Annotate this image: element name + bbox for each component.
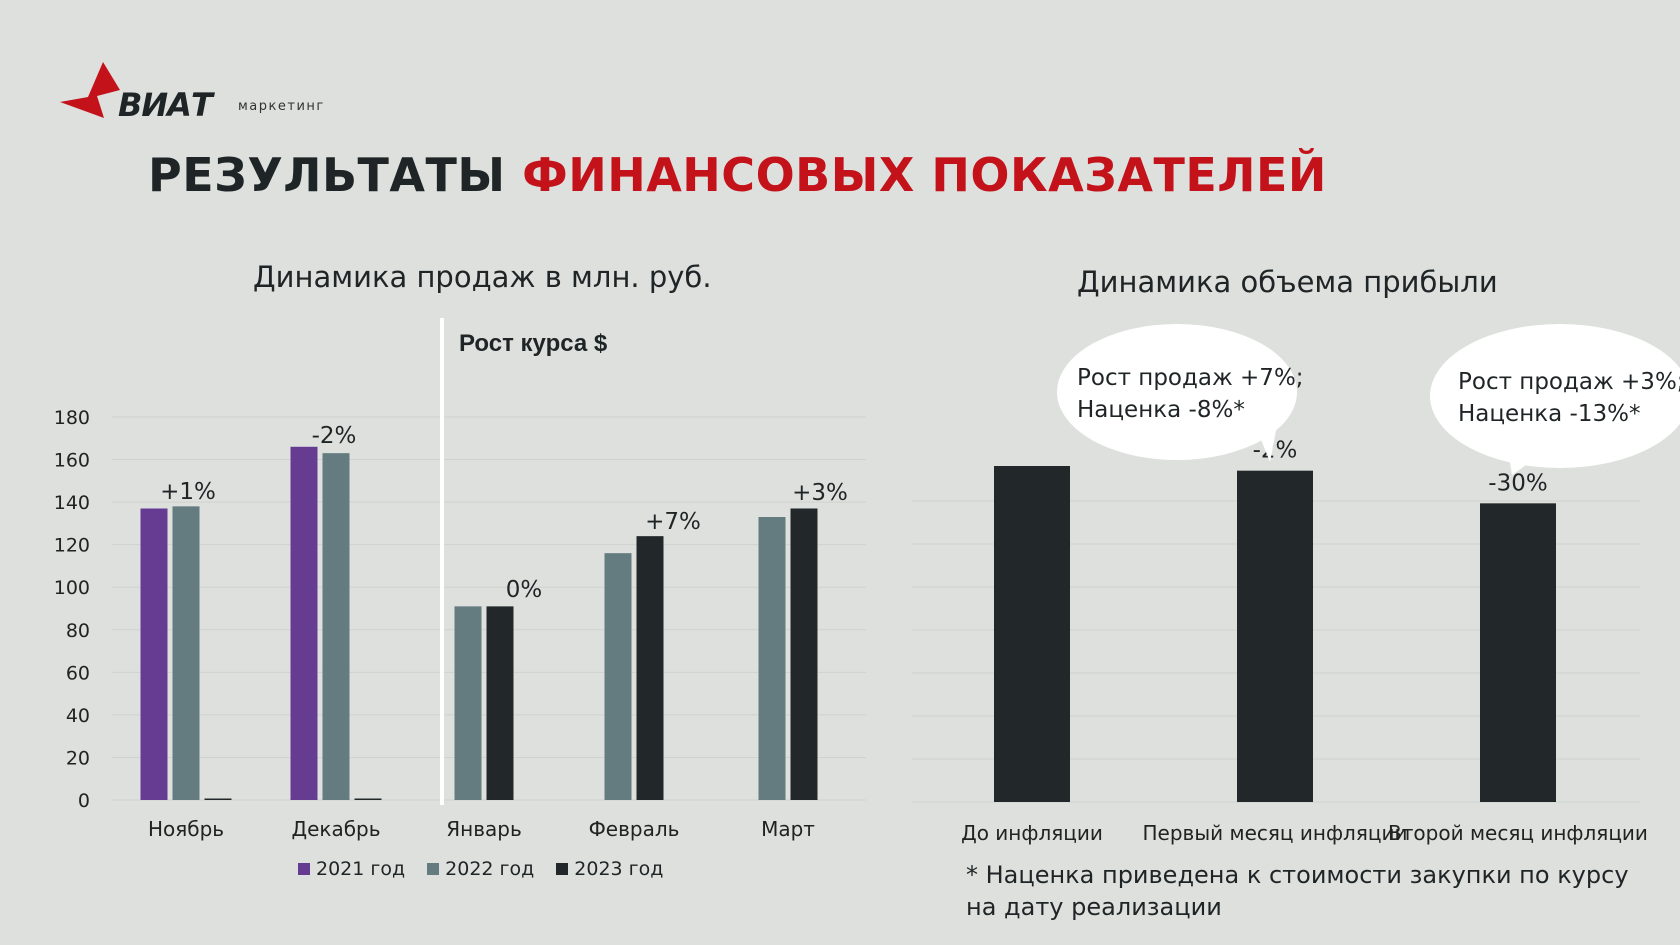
bar-2021-год-0 [140,508,168,800]
data-label: +3% [792,480,848,506]
y-tick-label: 60 [66,662,90,684]
legend-swatch [298,863,310,875]
page-title-part2: ФИНАНСОВЫХ ПОКАЗАТЕЛЕЙ [522,148,1327,202]
bar-2022-год-3 [604,553,632,800]
y-tick-label: 40 [66,705,90,727]
y-tick-label: 100 [54,577,90,599]
y-tick-label: 140 [54,492,90,514]
legend-label: 2023 год [574,858,664,880]
callout-2-line2: Наценка -13%* [1458,401,1641,427]
bar-2023-год-3 [636,536,664,800]
bar-2023-год-1 [354,798,382,800]
data-label: +7% [645,509,701,535]
page-title: РЕЗУЛЬТАТЫ ФИНАНСОВЫХ ПОКАЗАТЕЛЕЙ [148,148,1327,202]
y-tick-label: 120 [54,535,90,557]
legend-item-2022: 2022 год [427,858,534,880]
bar-2023-год-2 [486,606,514,800]
callout-1-line2: Наценка -8%* [1077,397,1245,423]
bar-2022-год-0 [172,506,200,800]
legend-label: 2022 год [445,858,535,880]
x-category-label: Второй месяц инфляции [1388,821,1648,845]
sales-chart-legend: 2021 год 2022 год 2023 год [298,858,663,880]
callout-2-line1: Рост продаж +3%; [1458,369,1680,395]
bar-2023-год-4 [790,508,818,800]
page-title-part1: РЕЗУЛЬТАТЫ [148,148,506,202]
data-label: 0% [506,577,543,603]
data-label: -2% [1253,438,1298,464]
bar-2021-год-1 [290,446,318,800]
data-label: +1% [160,479,216,505]
rate-growth-label: Рост курса $ [459,330,608,357]
x-category-label: Декабрь [291,817,380,841]
brand-name: ВИАТ [118,86,213,124]
x-category-label: Март [761,817,815,841]
bar-2023-год-0 [204,798,232,800]
bar-2022-год-4 [758,517,786,800]
y-tick-label: 20 [66,747,90,769]
callout-bubble-2-shape [1430,324,1680,468]
callout-bubble-1: Рост продаж +7%; Наценка -8%* [1077,362,1304,426]
y-tick-label: 80 [66,620,90,642]
profit-bar-2 [1480,503,1556,802]
legend-swatch [427,863,440,875]
footnote: * Наценка приведена к стоимости закупки … [966,861,1629,921]
y-tick-label: 180 [54,407,90,429]
bar-2022-год-1 [322,453,350,800]
x-category-label: Февраль [589,817,680,841]
x-category-label: Январь [446,817,522,841]
profit-chart-title: Динамика объема прибыли [1077,265,1498,299]
data-label: -30% [1488,470,1547,496]
callout-1-line1: Рост продаж +7%; [1077,365,1304,391]
legend-swatch [556,863,569,875]
callout-bubble-2-tail [1508,450,1540,475]
profit-bar-0 [994,466,1070,802]
callout-bubble-1-shape [1057,324,1297,460]
callout-bubble-2: Рост продаж +3%; Наценка -13%* [1458,366,1680,430]
logo-bolt-icon [60,62,120,118]
callout-bubble-1-tail [1253,420,1277,462]
y-tick-label: 0 [78,790,90,812]
brand-tagline: маркетинг [238,99,325,114]
legend-item-2021: 2021 год [298,858,405,880]
x-category-label: Первый месяц инфляции [1143,821,1408,845]
y-tick-label: 160 [54,450,90,472]
legend-item-2023: 2023 год [556,858,663,880]
brand-logo [60,62,120,118]
legend-label: 2021 год [316,858,406,880]
profit-bar-1 [1237,470,1313,802]
x-category-label: Ноябрь [148,817,224,841]
bar-2022-год-2 [454,606,482,800]
data-label: -2% [312,423,357,449]
x-category-label: До инфляции [961,821,1103,845]
sales-chart-title: Динамика продаж в млн. руб. [253,260,712,294]
